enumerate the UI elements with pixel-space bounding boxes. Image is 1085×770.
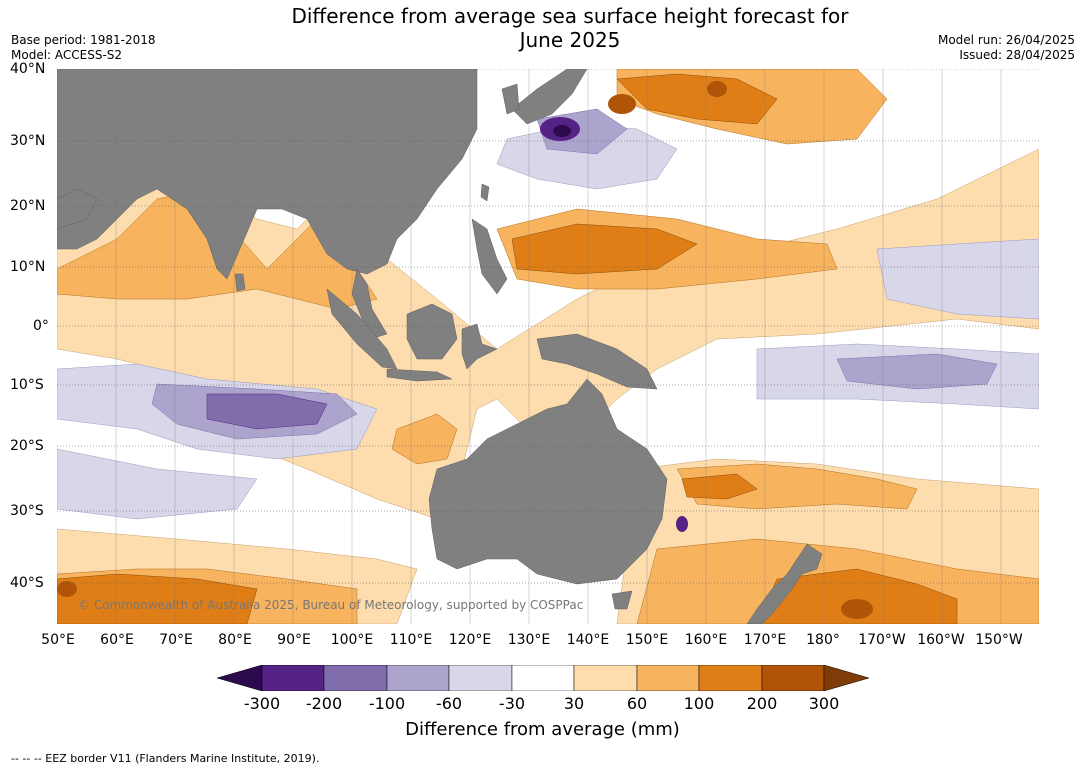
- colorbar-tick: 100: [683, 694, 715, 713]
- colorbar-tick: 200: [746, 694, 778, 713]
- lon-label-170e: 170°E: [743, 632, 787, 648]
- colorbar-segment: [636, 664, 700, 692]
- land-japan: [511, 69, 588, 125]
- colorbar-segment-below-min: [216, 664, 263, 692]
- lon-label-160e: 160°E: [684, 632, 728, 648]
- colorbar-segment: [386, 664, 450, 692]
- colorbar-tick: -100: [368, 694, 406, 713]
- land-arabia: [57, 188, 98, 230]
- land-layer: [57, 69, 823, 624]
- map-title: Difference from average sea surface heig…: [230, 4, 910, 52]
- lon-label-70e: 70°E: [159, 632, 193, 648]
- anomaly-dark-orange: [616, 73, 778, 125]
- meta-left: Base period: 1981-2018 Model: ACCESS-S2: [11, 33, 156, 63]
- colorbar-tick: 30: [563, 694, 585, 713]
- land-philippines: [471, 218, 508, 295]
- anomaly-brown: [57, 581, 77, 597]
- anomaly-dark-purple: [206, 393, 328, 430]
- anomaly-orange: [391, 413, 458, 465]
- anomaly-brown: [608, 94, 636, 114]
- lat-label-30s: 30°S: [10, 503, 44, 519]
- land-taiwan: [480, 183, 490, 202]
- lon-label-140e: 140°E: [566, 632, 610, 648]
- lon-label-110e: 110°E: [389, 632, 433, 648]
- land-asia: [57, 69, 478, 280]
- title-line-1: Difference from average sea surface heig…: [291, 4, 849, 28]
- lon-label-150w: 150°W: [975, 632, 1023, 648]
- land-tasmania: [611, 590, 633, 610]
- colorbar-segment: [573, 664, 638, 692]
- lat-label-equator: 0°: [33, 318, 49, 334]
- land-australia: [428, 378, 668, 585]
- lon-label-50e: 50°E: [41, 632, 75, 648]
- anomaly-dark-orange: [57, 573, 258, 624]
- anomaly-dark-orange: [511, 223, 698, 275]
- land-sulawesi: [461, 323, 498, 370]
- colorbar-tick: 300: [808, 694, 840, 713]
- eez-footnote: -- -- -- EEZ border V11 (Flanders Marine…: [11, 752, 320, 765]
- anomaly-layer: [57, 69, 1039, 624]
- lat-label-20n: 20°N: [10, 198, 46, 214]
- colorbar-title: Difference from average (mm): [405, 719, 680, 740]
- land-korea: [501, 83, 520, 115]
- land-sumatra: [326, 288, 398, 370]
- map-svg: [57, 69, 1039, 624]
- anomaly-dark-purple: [676, 516, 688, 532]
- colorbar-segment: [511, 664, 575, 692]
- anomaly-light-purple: [876, 238, 1039, 320]
- lat-label-10n: 10°N: [10, 259, 46, 275]
- lon-label-160w: 160°W: [917, 632, 965, 648]
- lon-label-120e: 120°E: [448, 632, 492, 648]
- land-malay-peninsula: [351, 268, 388, 338]
- model-name: Model: ACCESS-S2: [11, 48, 123, 62]
- copyright-note: © Commonwealth of Australia 2025, Bureau…: [78, 598, 584, 612]
- land-new-guinea: [536, 333, 658, 390]
- colorbar-segment: [261, 664, 325, 692]
- land-java: [386, 368, 453, 382]
- model-run: Model run: 26/04/2025: [937, 33, 1075, 47]
- colorbar-segment: [448, 664, 513, 692]
- lon-label-130e: 130°E: [507, 632, 551, 648]
- colorbar-segment: [761, 664, 825, 692]
- colorbar: [216, 664, 870, 692]
- anomaly-purple: [836, 353, 998, 390]
- meridians: [115, 69, 1002, 624]
- colorbar-segment: [323, 664, 388, 692]
- colorbar-tick: -300: [243, 694, 281, 713]
- colorbar-segment: [698, 664, 763, 692]
- colorbar-segment-above-max: [823, 664, 870, 692]
- colorbar-tick: -60: [435, 694, 463, 713]
- anomaly-brown: [841, 599, 873, 619]
- colorbar-tick: 60: [626, 694, 648, 713]
- anomaly-light-purple: [57, 448, 258, 520]
- lat-label-30n: 30°N: [10, 133, 46, 149]
- land-new-zealand: [746, 543, 823, 624]
- colorbar-tick: -30: [498, 694, 526, 713]
- map-panel: [57, 69, 1039, 624]
- land-sri-lanka: [234, 273, 246, 292]
- lat-label-10s: 10°S: [10, 377, 44, 393]
- anomaly-brown: [707, 81, 727, 97]
- colorbar-svg: [216, 664, 870, 692]
- lon-label-80e: 80°E: [218, 632, 252, 648]
- lat-label-20s: 20°S: [10, 438, 44, 454]
- lon-label-170w: 170°W: [858, 632, 906, 648]
- anomaly-dark-orange: [681, 473, 758, 500]
- lon-label-150e: 150°E: [625, 632, 669, 648]
- lat-label-40s: 40°S: [10, 575, 44, 591]
- land-borneo: [406, 303, 458, 360]
- title-line-2: June 2025: [519, 28, 621, 52]
- lat-label-40n: 40°N: [10, 61, 46, 77]
- anomaly-deep-purple: [553, 125, 571, 137]
- lon-label-90e: 90°E: [277, 632, 311, 648]
- issued-date: Issued: 28/04/2025: [959, 48, 1075, 62]
- lon-label-180: 180°: [806, 632, 840, 648]
- lon-label-100e: 100°E: [330, 632, 374, 648]
- colorbar-tick: -200: [305, 694, 343, 713]
- meta-right: Model run: 26/04/2025 Issued: 28/04/2025: [938, 33, 1075, 63]
- base-period: Base period: 1981-2018: [11, 33, 156, 47]
- lon-label-60e: 60°E: [100, 632, 134, 648]
